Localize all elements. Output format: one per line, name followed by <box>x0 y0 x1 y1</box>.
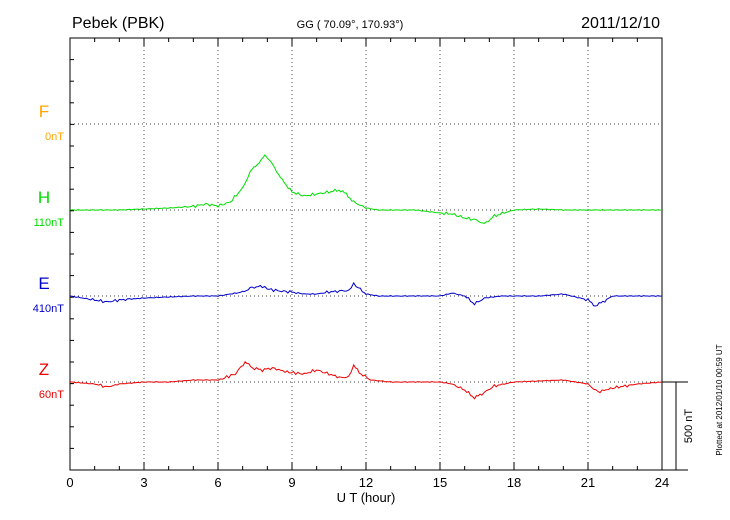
series-offset-Z: 60nT <box>39 389 64 401</box>
series-name-Z: Z <box>39 360 49 379</box>
series-labels: F 0nT H 110nT E 410nT Z 60nT <box>33 102 64 401</box>
series-line-E <box>69 281 663 307</box>
scale-bar-label: 500 nT <box>683 409 695 444</box>
series-line-H <box>69 154 663 224</box>
series-name-H: H <box>38 188 50 207</box>
x-axis-label: U T (hour) <box>337 490 396 505</box>
x-tick-label: 3 <box>140 475 147 490</box>
x-tick-label: 18 <box>507 475 521 490</box>
x-tick-label: 15 <box>433 475 447 490</box>
series-offset-E: 410nT <box>33 303 64 315</box>
series-name-F: F <box>39 102 49 121</box>
x-tick-label: 0 <box>66 475 73 490</box>
grid-lines <box>70 38 662 470</box>
series-offset-F: 0nT <box>45 131 64 143</box>
series-offset-H: 110nT <box>34 217 65 229</box>
plotted-timestamp: Plotted at 2012/01/10 00:59 UT <box>715 344 724 455</box>
station-coordinates: GG ( 70.09°, 170.93°) <box>297 19 404 31</box>
x-tick-label: 9 <box>288 475 295 490</box>
scale-bar: 500 nT <box>662 381 695 471</box>
plot-date: 2011/12/10 <box>581 15 660 32</box>
x-tick-label: 6 <box>214 475 221 490</box>
x-tick-label: 24 <box>655 475 669 490</box>
station-name: Pebek (PBK) <box>72 15 164 32</box>
series-name-E: E <box>38 274 49 293</box>
x-tick-label: 21 <box>581 475 595 490</box>
series-lines <box>69 154 663 400</box>
x-tick-label: 12 <box>359 475 373 490</box>
x-axis-ticks: 0 3 6 9 12 15 18 21 24 <box>66 37 669 490</box>
series-line-Z <box>70 360 663 400</box>
